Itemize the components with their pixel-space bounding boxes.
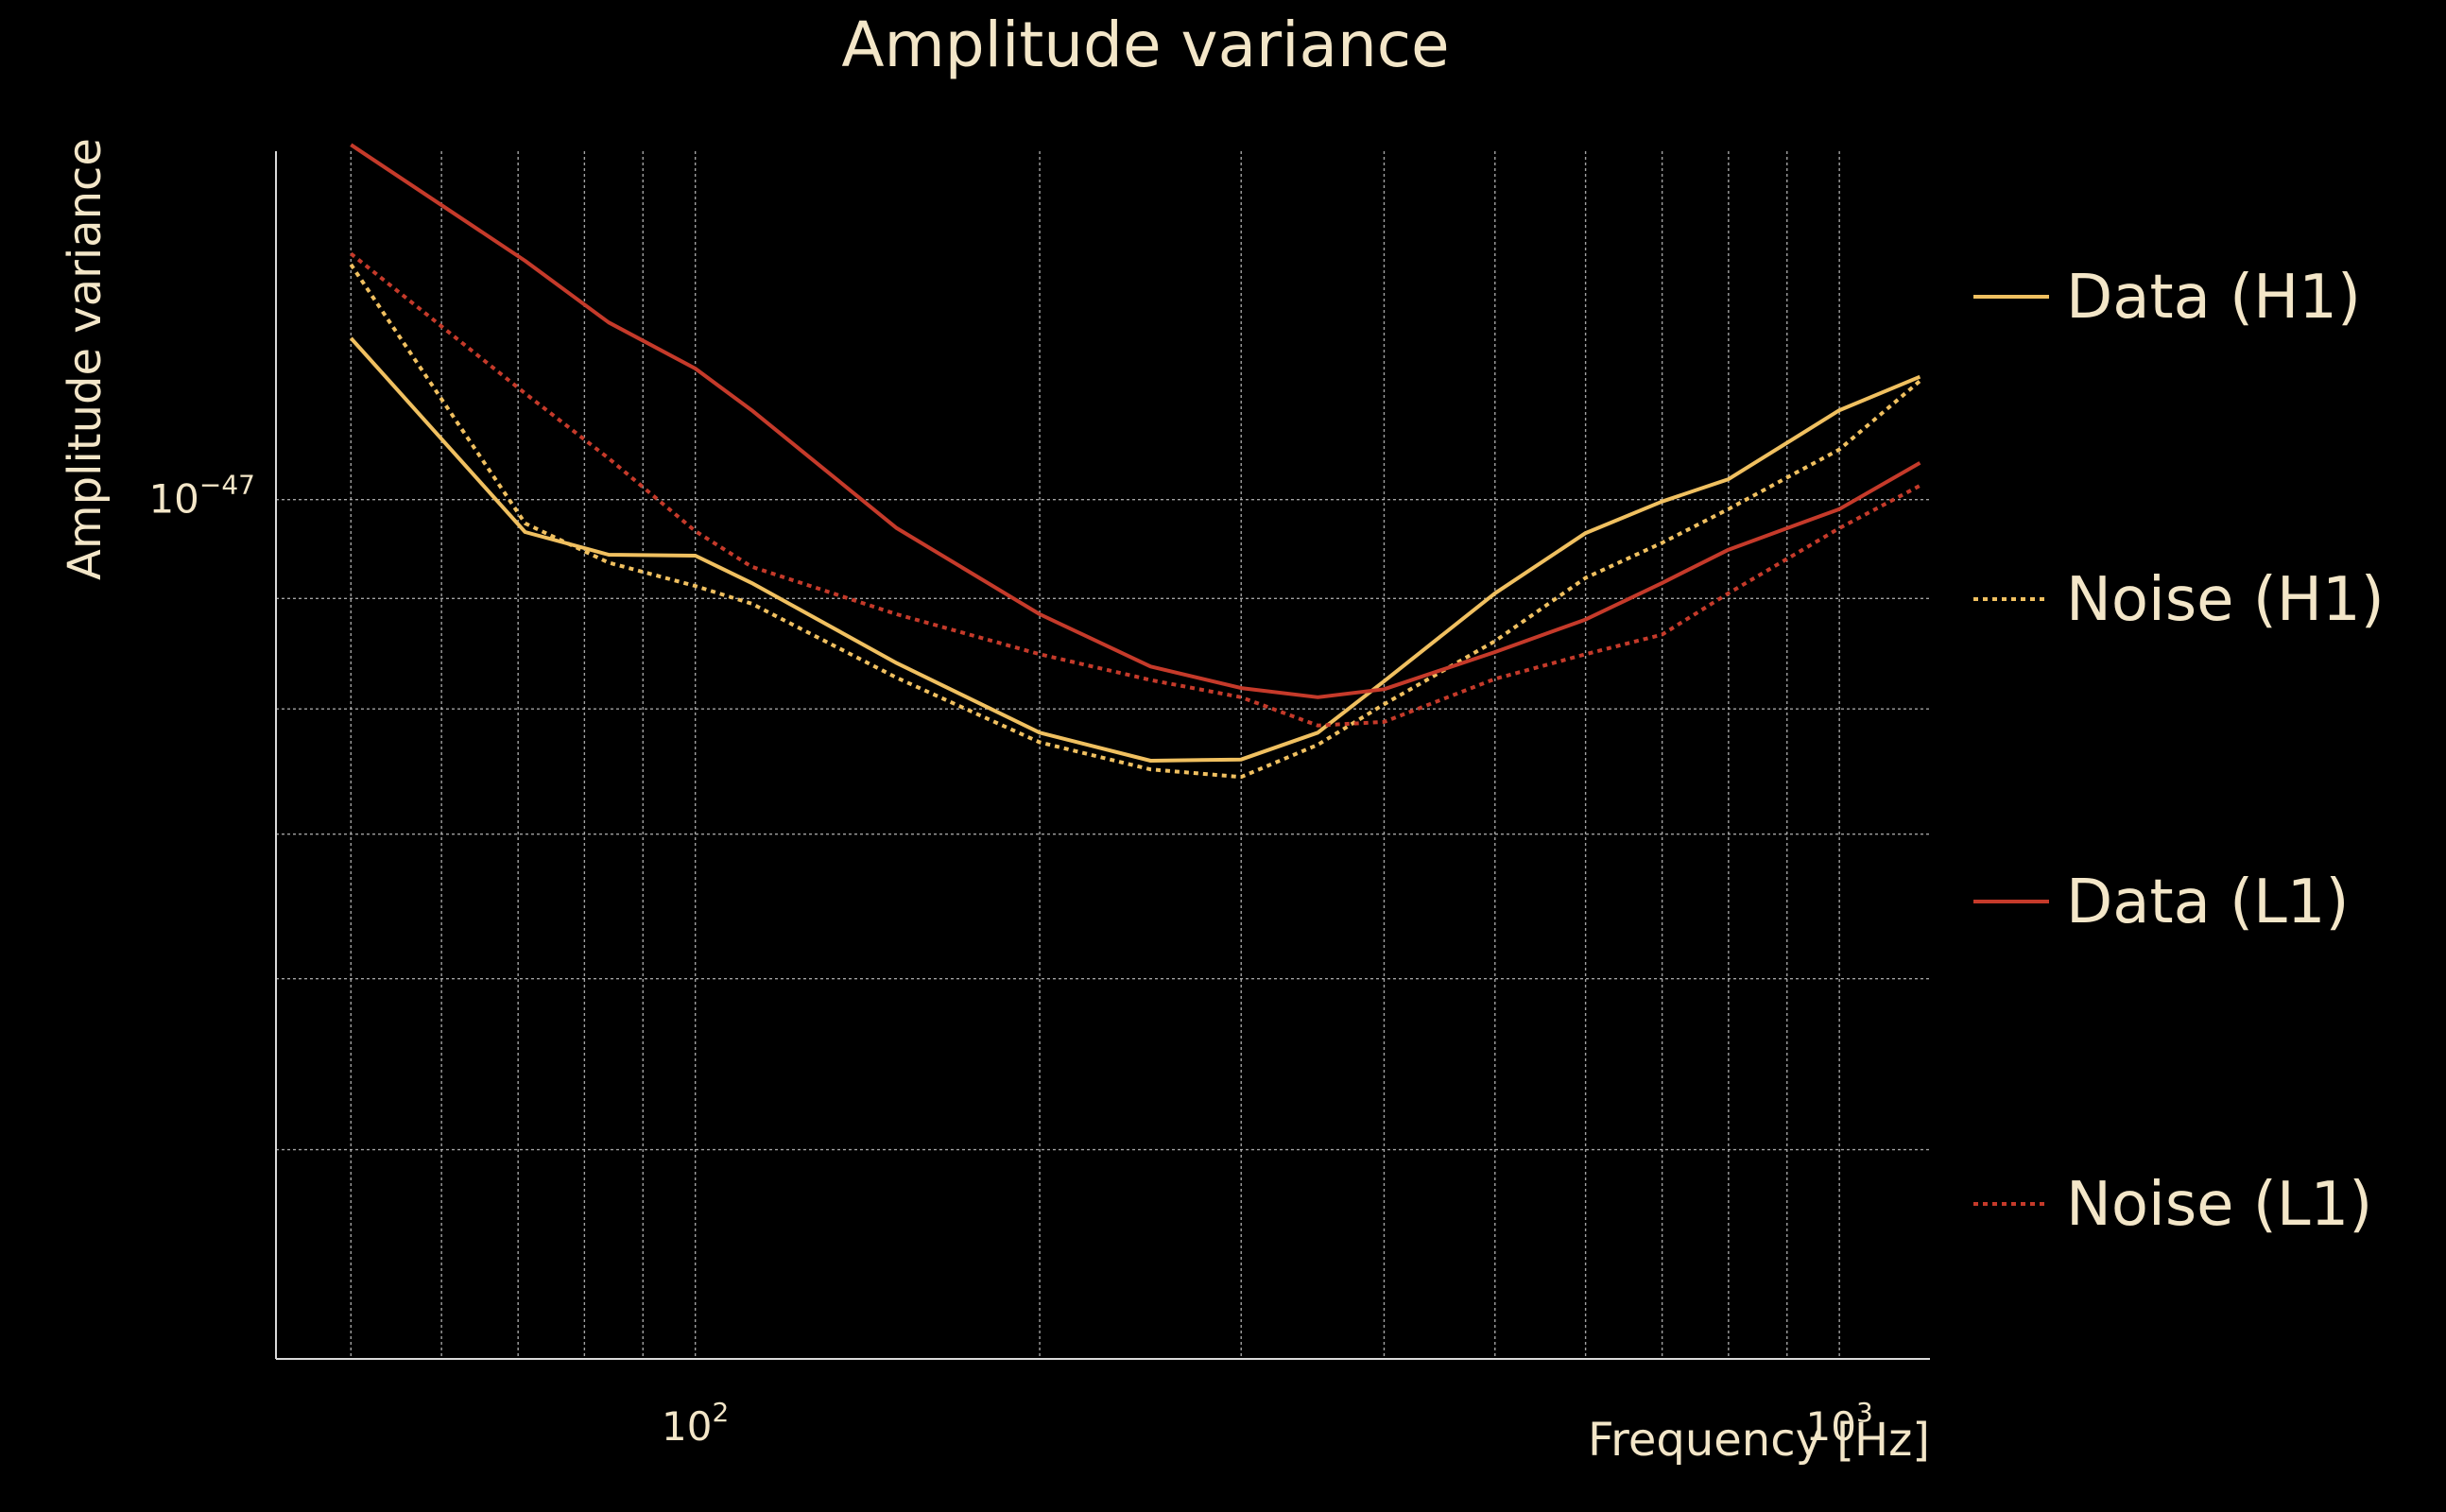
grid — [276, 151, 1930, 1360]
series-line-data-l1 — [350, 143, 1921, 699]
y-axis-label: Amplitude variance — [59, 138, 112, 580]
axes-spines — [275, 151, 1930, 1360]
x-tick-label: 102 — [662, 1397, 729, 1450]
tick-labels: 102 103 10−47 — [148, 470, 1872, 1450]
legend-label-noise-l1: Noise (L1) — [2066, 1170, 2372, 1240]
legend: Data (H1) Noise (H1) Data (L1) Noise (L1) — [1973, 263, 2385, 1240]
series-line-data-h1 — [349, 336, 1921, 763]
series-layer — [349, 143, 1921, 780]
y-tick-label: 10−47 — [148, 470, 255, 523]
chart-title: Amplitude variance — [841, 9, 1449, 81]
legend-label-data-l1: Data (L1) — [2066, 868, 2349, 937]
series-line-noise-l1 — [350, 251, 1921, 728]
series-line-noise-h1 — [349, 263, 1921, 780]
legend-label-data-h1: Data (H1) — [2066, 263, 2361, 333]
x-axis-label: Frequency [Hz] — [1588, 1414, 1930, 1467]
x-tick-label: 103 — [1806, 1397, 1873, 1450]
legend-label-noise-h1: Noise (H1) — [2066, 565, 2385, 635]
